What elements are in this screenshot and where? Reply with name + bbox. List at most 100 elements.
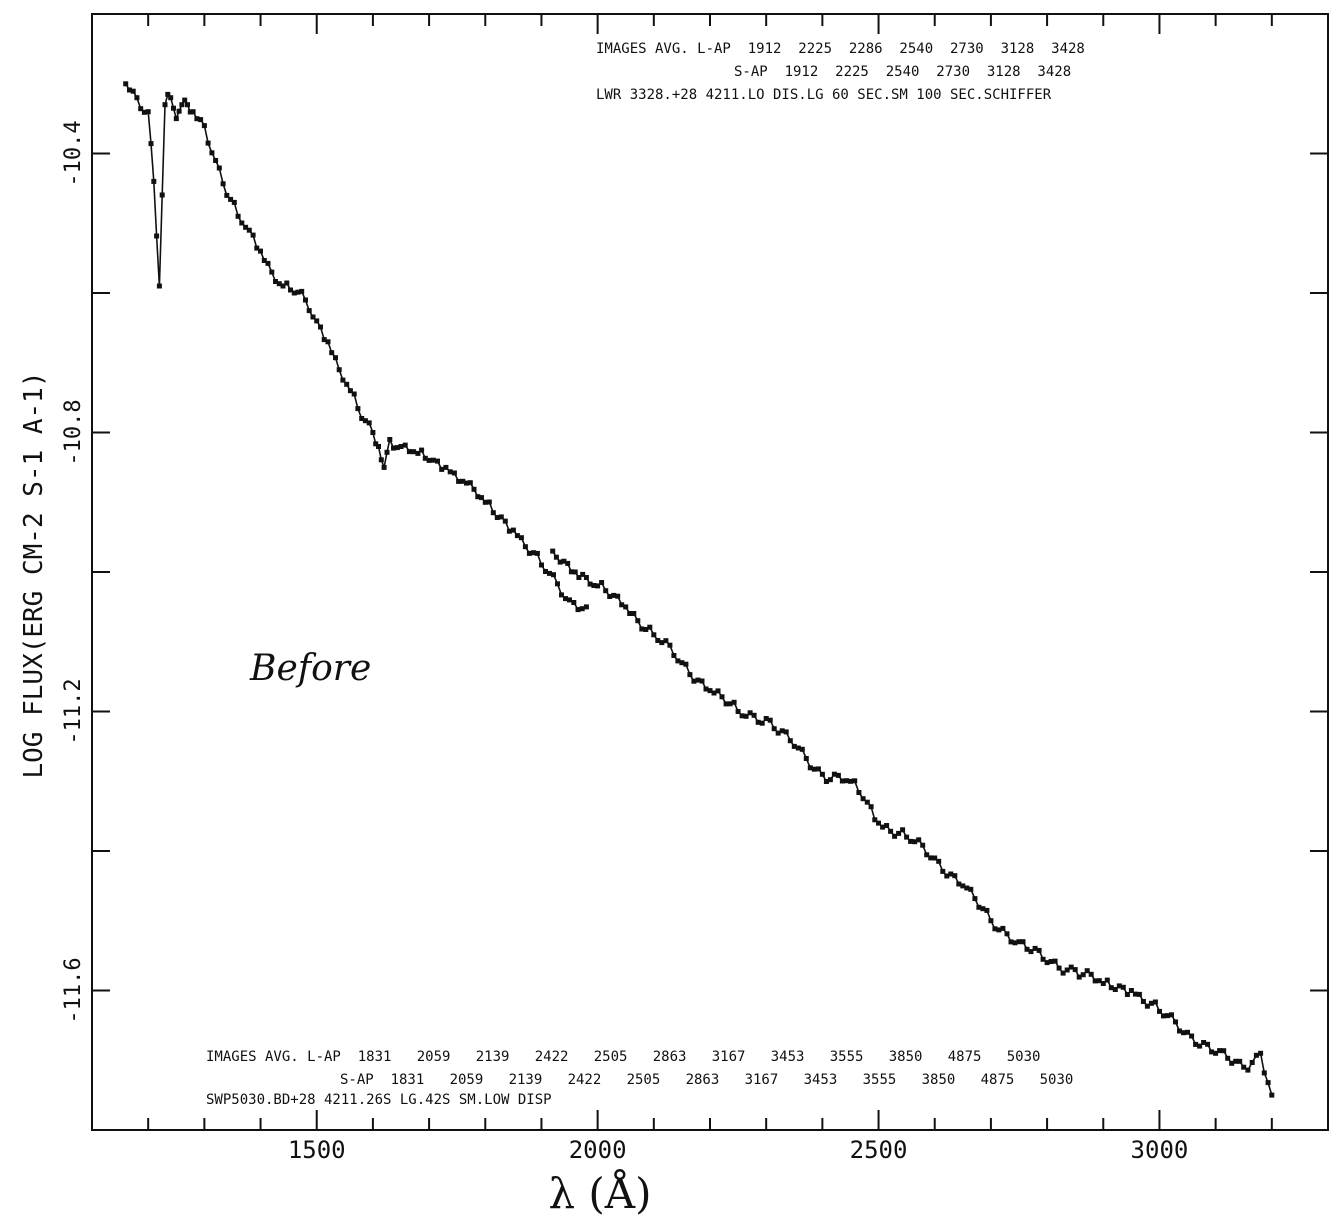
data-point xyxy=(615,593,621,599)
data-point xyxy=(190,109,196,115)
data-point xyxy=(779,728,785,734)
plot-frame xyxy=(91,13,1329,1131)
data-point xyxy=(1169,1012,1174,1018)
data-point xyxy=(823,779,829,784)
data-point xyxy=(498,514,504,520)
data-point xyxy=(138,106,144,112)
data-point xyxy=(1036,947,1042,953)
data-point xyxy=(567,597,572,603)
data-point xyxy=(1004,931,1010,937)
data-point xyxy=(127,87,132,93)
data-point xyxy=(803,756,809,761)
data-point xyxy=(419,447,425,453)
footer-line-1: IMAGES AVG. L-AP 1831 2059 2139 2422 250… xyxy=(206,1049,1040,1065)
data-point xyxy=(691,678,697,684)
data-point xyxy=(1040,956,1046,962)
data-point xyxy=(631,611,637,616)
data-point xyxy=(663,638,669,644)
data-point xyxy=(996,927,1002,933)
data-point xyxy=(795,745,801,751)
y-tick-label: -10.8 xyxy=(61,399,86,465)
data-point xyxy=(928,855,934,861)
data-point xyxy=(932,855,938,861)
data-point xyxy=(591,583,597,588)
data-point xyxy=(490,510,496,516)
data-point xyxy=(506,528,512,534)
data-point xyxy=(1044,960,1050,966)
data-point xyxy=(514,533,520,539)
data-point xyxy=(671,653,677,658)
data-point xyxy=(1221,1048,1227,1054)
data-point xyxy=(347,388,353,394)
data-point xyxy=(1181,1030,1186,1036)
data-point xyxy=(583,604,589,610)
data-point xyxy=(775,730,781,736)
data-point xyxy=(182,97,188,103)
data-point xyxy=(464,480,469,486)
data-point xyxy=(992,926,998,932)
data-point xyxy=(1108,985,1114,991)
data-point xyxy=(220,181,226,187)
data-point xyxy=(176,108,182,114)
data-point xyxy=(376,444,381,449)
data-point xyxy=(1068,964,1074,970)
data-point xyxy=(551,572,556,578)
data-point xyxy=(972,896,978,902)
data-point xyxy=(239,220,245,226)
y-tick-label: -10.4 xyxy=(61,120,86,186)
data-point xyxy=(187,109,193,115)
data-point xyxy=(976,904,982,910)
data-point xyxy=(799,746,805,752)
data-point xyxy=(1258,1050,1264,1056)
data-point xyxy=(1052,958,1058,964)
data-point xyxy=(261,258,267,263)
x-tick-label: 2000 xyxy=(569,1136,627,1164)
data-point xyxy=(627,611,633,616)
data-point xyxy=(1233,1058,1239,1064)
data-point xyxy=(201,123,207,129)
data-point xyxy=(1229,1060,1235,1066)
data-point xyxy=(924,852,930,858)
data-point xyxy=(547,570,552,576)
data-point xyxy=(355,406,361,412)
data-point xyxy=(576,575,582,580)
data-point xyxy=(687,672,693,678)
data-point xyxy=(1008,939,1014,945)
data-point xyxy=(1144,1003,1150,1009)
data-point xyxy=(735,709,741,714)
data-point xyxy=(411,449,417,455)
data-point xyxy=(763,716,769,721)
data-point xyxy=(719,694,725,700)
data-point xyxy=(198,117,204,123)
header-line-2: S-AP 1912 2225 2540 2730 3128 3428 xyxy=(734,64,1071,80)
data-point xyxy=(651,632,657,638)
data-point xyxy=(213,158,219,163)
data-point xyxy=(1185,1029,1190,1035)
data-point xyxy=(333,355,338,361)
data-point xyxy=(1080,972,1086,978)
data-point xyxy=(860,796,866,802)
data-point xyxy=(956,881,962,887)
data-point xyxy=(835,772,841,778)
data-point xyxy=(235,213,241,219)
data-point xyxy=(518,535,524,541)
data-point xyxy=(447,469,453,475)
data-point xyxy=(703,686,709,692)
data-point xyxy=(880,824,886,830)
data-point xyxy=(723,701,729,707)
data-point xyxy=(575,607,581,613)
data-point xyxy=(643,627,649,632)
data-point xyxy=(456,478,462,484)
data-point xyxy=(555,581,560,587)
data-point xyxy=(872,817,878,823)
data-point xyxy=(715,688,721,694)
data-point xyxy=(1269,1092,1275,1098)
data-point xyxy=(384,449,390,455)
data-point xyxy=(1237,1058,1243,1064)
data-point xyxy=(1265,1080,1271,1086)
data-point xyxy=(695,677,701,683)
data-point xyxy=(216,165,222,171)
data-point xyxy=(839,778,845,784)
data-point xyxy=(675,658,681,664)
data-point xyxy=(747,710,753,716)
